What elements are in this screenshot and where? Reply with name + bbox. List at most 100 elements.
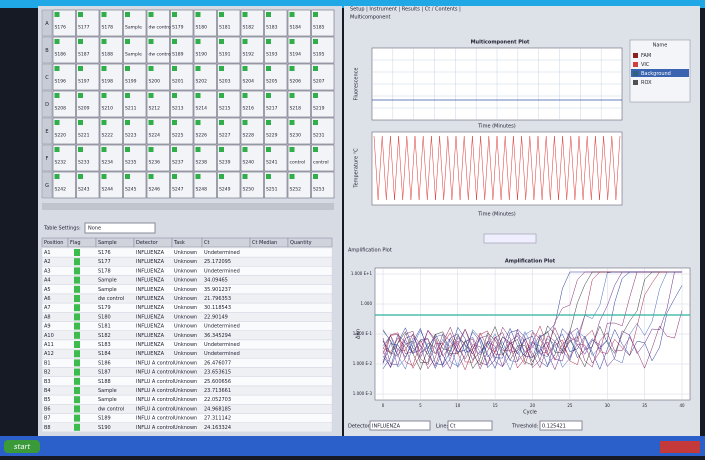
table-header: Sample xyxy=(98,240,117,246)
table-cell: B6 xyxy=(44,406,51,412)
table-header: Ct xyxy=(204,240,209,246)
line-label: Line: xyxy=(436,424,448,430)
temp-plot xyxy=(372,132,622,205)
well-sample: S227 xyxy=(219,133,231,139)
table-cell: Unknown xyxy=(174,250,197,256)
amp-xtick: 35 xyxy=(642,403,648,408)
plate-row-label: E xyxy=(45,129,48,135)
well-sample: control xyxy=(290,160,306,166)
well-icon xyxy=(102,39,107,44)
well-sample: S188 xyxy=(102,52,114,58)
well-sample: S185 xyxy=(313,25,325,31)
well-icon xyxy=(313,147,318,152)
page: startAS176S177S178Sampledw controlS179S1… xyxy=(0,0,705,460)
well-sample: S204 xyxy=(243,79,255,85)
well-sample: S177 xyxy=(78,25,90,31)
well-sample: S228 xyxy=(243,133,255,139)
amp-xtick: 0 xyxy=(382,403,385,408)
well-sample: S190 xyxy=(196,52,208,58)
well-sample: S181 xyxy=(219,25,231,31)
well-icon xyxy=(219,174,224,179)
amp-xtick: 15 xyxy=(493,403,499,408)
table-cell: INFLU A control xyxy=(136,406,174,412)
table-cell: 24.968185 xyxy=(204,406,231,412)
well-sample: S231 xyxy=(313,133,325,139)
legend-header: Name xyxy=(653,43,668,49)
table-cell: S182 xyxy=(98,333,111,339)
well-sample: S176 xyxy=(55,25,67,31)
table-cell: A9 xyxy=(44,324,51,330)
plate-row-label: C xyxy=(45,75,49,81)
well-icon xyxy=(219,93,224,98)
well-sample: S199 xyxy=(125,79,137,85)
flag xyxy=(74,359,80,366)
well-sample: S178 xyxy=(102,25,114,31)
table-cell: Unknown xyxy=(174,379,197,385)
legend-swatch xyxy=(633,71,638,76)
toolbar[interactable] xyxy=(484,234,536,243)
table-cell: 26.476077 xyxy=(204,360,231,366)
flag xyxy=(74,387,80,394)
well-icon xyxy=(55,174,60,179)
flag xyxy=(74,267,80,274)
amp-xtick: 10 xyxy=(455,403,461,408)
well-icon xyxy=(219,120,224,125)
well-sample: S243 xyxy=(78,187,90,193)
well-sample: S249 xyxy=(219,187,231,193)
well-icon xyxy=(55,147,60,152)
table-cell: INFLUENZA xyxy=(136,351,165,357)
legend-swatch xyxy=(633,62,638,67)
table-cell: 27.311142 xyxy=(204,416,231,422)
table-cell: A2 xyxy=(44,259,51,265)
well-icon xyxy=(243,93,248,98)
table-header: Ct Median xyxy=(252,240,277,246)
legend-item: ROX xyxy=(641,80,652,86)
table-cell: INFLUENZA xyxy=(136,305,165,311)
well-sample: S234 xyxy=(102,160,114,166)
well-icon xyxy=(290,120,295,125)
table-cell: 36.345294 xyxy=(204,333,231,339)
well-sample: S235 xyxy=(125,160,137,166)
well-sample: S238 xyxy=(196,160,208,166)
well-sample: S201 xyxy=(172,79,184,85)
table-cell: 35.901237 xyxy=(204,287,231,293)
well-icon xyxy=(55,12,60,17)
well-sample: S244 xyxy=(102,187,114,193)
well-icon xyxy=(196,120,201,125)
table-cell: S180 xyxy=(98,314,111,320)
well-sample: S237 xyxy=(172,160,184,166)
well-sample: S211 xyxy=(125,106,137,112)
table-cell: Unknown xyxy=(174,397,197,403)
table-cell: INFLUENZA xyxy=(136,287,165,293)
amp-xtick: 30 xyxy=(605,403,611,408)
table-cell: INFLUENZA xyxy=(136,259,165,265)
table-cell: Sample xyxy=(98,278,117,284)
table-cell: INFLU A control xyxy=(136,388,174,394)
well-icon xyxy=(78,39,83,44)
table-cell: INFLUENZA xyxy=(136,278,165,284)
table-cell: S177 xyxy=(98,259,111,265)
well-icon xyxy=(55,66,60,71)
plate-row-label: F xyxy=(46,156,49,162)
well-sample: S205 xyxy=(266,79,278,85)
table-cell: 22.052703 xyxy=(204,397,231,403)
well-icon xyxy=(266,147,271,152)
table-cell: A1 xyxy=(44,250,51,256)
well-icon xyxy=(290,12,295,17)
table-cell: Unknown xyxy=(174,296,197,302)
well-sample: S180 xyxy=(196,25,208,31)
well-sample: S200 xyxy=(149,79,161,85)
table-header: Quantity xyxy=(290,240,312,246)
flag xyxy=(74,332,80,339)
temp-xlabel: Time (Minutes) xyxy=(477,212,515,218)
table-cell: Unknown xyxy=(174,406,197,412)
table-cell: B7 xyxy=(44,416,51,422)
flag xyxy=(74,313,80,320)
table-cell: INFLU A control xyxy=(136,379,174,385)
well-icon xyxy=(219,66,224,71)
table-cell: B2 xyxy=(44,370,51,376)
table-cell: Unknown xyxy=(174,370,197,376)
plate-row-label: B xyxy=(45,48,49,54)
well-icon xyxy=(196,174,201,179)
scrollbar xyxy=(42,203,334,210)
